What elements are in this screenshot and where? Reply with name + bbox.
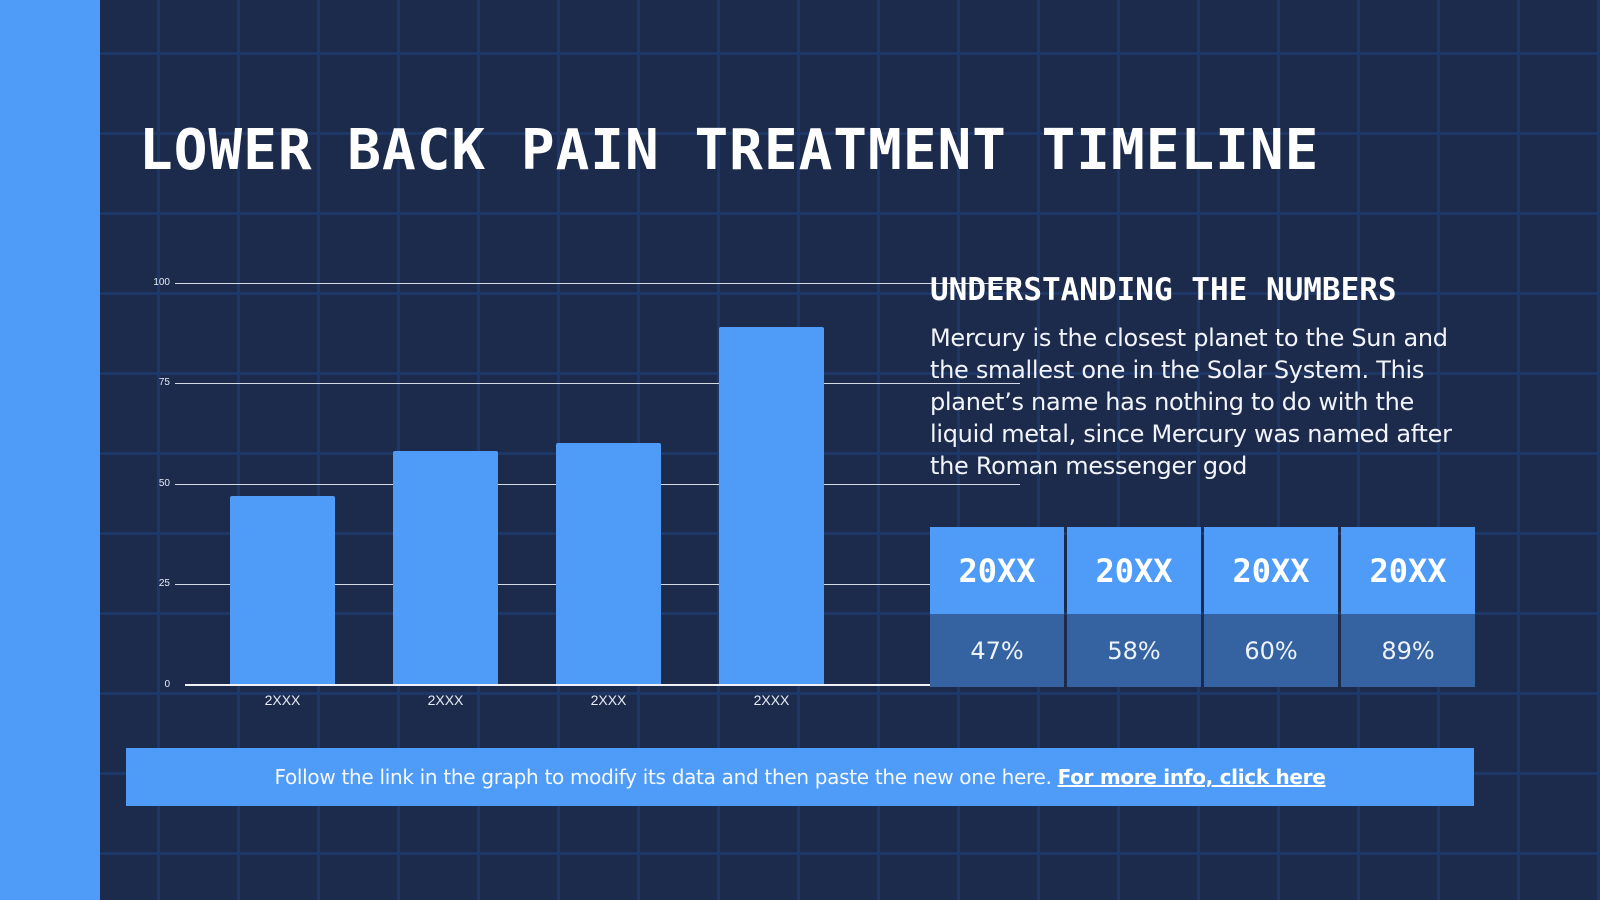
table-value-cell: 60% [1204, 614, 1338, 687]
gridline-100 [175, 283, 1020, 284]
y-tick-50: 50 [158, 478, 170, 489]
x-axis-line [185, 684, 1027, 686]
x-label-1: 2XXX [264, 692, 301, 708]
table-value-cell: 89% [1341, 614, 1475, 687]
x-label-4: 2XXX [753, 692, 790, 708]
table-column: 20XX 58% [1067, 527, 1201, 687]
slide-title: LOWER BACK PAIN TREATMENT TIMELINE [139, 118, 1320, 183]
description-text: Mercury is the closest planet to the Sun… [930, 324, 1452, 480]
footer-banner: Follow the link in the graph to modify i… [126, 748, 1474, 806]
table-column: 20XX 60% [1204, 527, 1338, 687]
bar-chart: 100 75 50 25 0 2XXX 2XXX 2XXX 2XXX [140, 260, 1027, 720]
y-tick-75: 75 [158, 377, 170, 388]
bar-1[interactable] [230, 495, 335, 684]
table-column: 20XX 89% [1341, 527, 1475, 687]
left-accent-bar [0, 0, 100, 900]
table-value-cell: 47% [930, 614, 1064, 687]
x-label-3: 2XXX [590, 692, 627, 708]
table-header-cell: 20XX [930, 527, 1064, 614]
footer-text: Follow the link in the graph to modify i… [274, 765, 1052, 789]
bar-2[interactable] [393, 451, 498, 684]
x-label-2: 2XXX [427, 692, 464, 708]
table-header-cell: 20XX [1341, 527, 1475, 614]
y-tick-25: 25 [158, 578, 170, 589]
bar-3[interactable] [556, 443, 661, 684]
table-header-cell: 20XX [1204, 527, 1338, 614]
y-tick-0: 0 [164, 679, 170, 690]
gridline-75 [175, 383, 1020, 384]
table-header-cell: 20XX [1067, 527, 1201, 614]
y-tick-100: 100 [153, 277, 170, 288]
data-table: 20XX 47% 20XX 58% 20XX 60% 20XX 89% [930, 527, 1475, 687]
table-value-cell: 58% [1067, 614, 1201, 687]
more-info-link[interactable]: For more info, click here [1057, 765, 1326, 789]
bar-4[interactable] [719, 327, 824, 684]
table-column: 20XX 47% [930, 527, 1064, 687]
section-heading: UNDERSTANDING THE NUMBERS [930, 272, 1397, 308]
